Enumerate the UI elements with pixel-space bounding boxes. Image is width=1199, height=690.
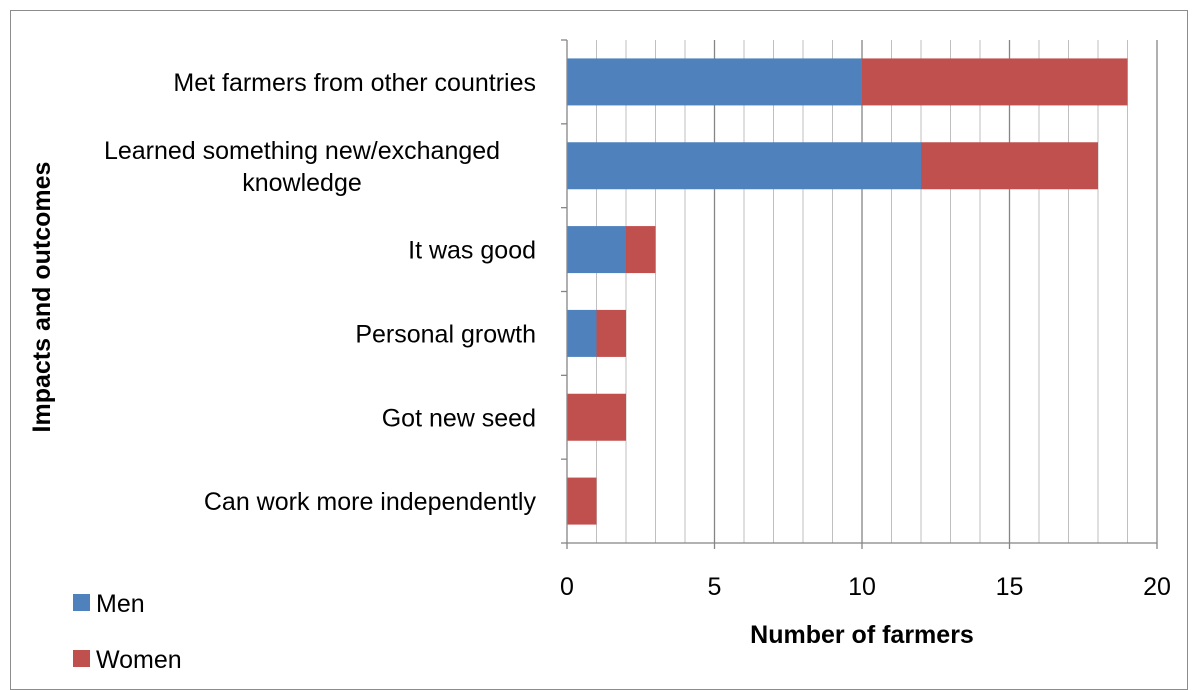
category-label: It was good — [408, 237, 536, 265]
legend-swatch-men — [73, 594, 90, 611]
y-axis-title: Impacts and outcomes — [28, 162, 56, 433]
bar-women — [626, 226, 656, 274]
category-label: Can work more independently — [204, 488, 537, 516]
bar-men — [567, 226, 626, 274]
bar-men — [567, 58, 862, 106]
bar-women — [862, 58, 1128, 106]
x-tick-label: 5 — [708, 573, 722, 601]
grid-lines — [596, 40, 1158, 543]
bar-women — [567, 477, 597, 525]
x-tick-labels: 0 5 10 15 20 — [560, 573, 1171, 601]
bar-women — [921, 142, 1098, 190]
axes — [561, 39, 1158, 549]
legend: Men Women — [73, 590, 182, 674]
bar-men — [567, 142, 921, 190]
legend-swatch-women — [73, 650, 90, 667]
x-tick-label: 10 — [848, 573, 876, 601]
category-labels: Met farmers from other countries Learned … — [104, 69, 537, 516]
category-label: Met farmers from other countries — [173, 69, 536, 97]
x-tick-label: 0 — [560, 573, 574, 601]
legend-label-men: Men — [96, 590, 145, 618]
legend-label-women: Women — [96, 646, 182, 674]
category-label: Learned something new/exchanged knowledge — [104, 137, 500, 197]
bars — [567, 58, 1128, 525]
x-tick-label: 20 — [1143, 573, 1171, 601]
stacked-bar-chart: Met farmers from other countries Learned … — [28, 39, 1171, 674]
bar-women — [567, 393, 626, 441]
category-label: Personal growth — [355, 320, 536, 348]
x-axis-title: Number of farmers — [750, 621, 974, 649]
x-tick-label: 15 — [996, 573, 1024, 601]
category-label: Got new seed — [382, 404, 536, 432]
bar-men — [567, 309, 597, 357]
bar-women — [596, 309, 626, 357]
